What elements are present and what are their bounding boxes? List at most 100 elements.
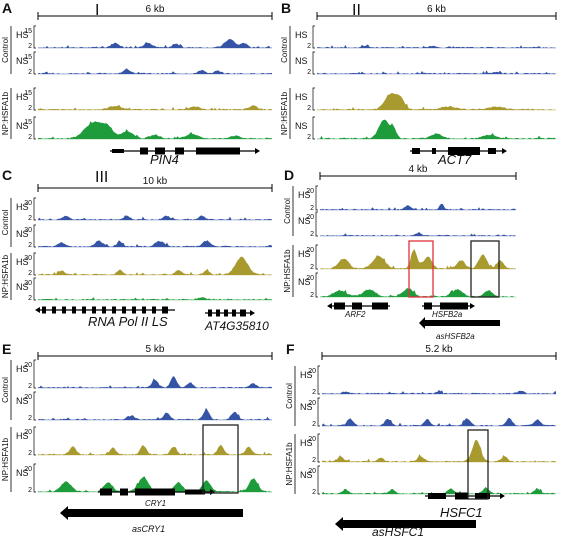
track-max-label: 30 [24, 280, 32, 287]
track-condition: HS [16, 257, 29, 267]
track-max-label: 20 [306, 214, 314, 221]
track-np-hs: 30 2 HS [16, 252, 272, 277]
pin4-exon [155, 147, 165, 155]
track-condition: NS [16, 282, 29, 292]
track-axis [312, 116, 315, 140]
track-control-ns: 30 2 NS [16, 224, 272, 249]
panel-letter: B [281, 0, 291, 16]
track-max-label: 30 [24, 255, 32, 262]
track-axis [33, 51, 36, 75]
track-min-label: 2 [307, 134, 311, 141]
track-min-label: 2 [310, 231, 314, 238]
track-control-hs: 15 2 HS [16, 25, 272, 50]
panel-letter: A [2, 0, 12, 16]
signal-area [322, 439, 556, 462]
track-condition: HS [16, 431, 29, 441]
track-axis [33, 359, 36, 389]
track-axis [317, 397, 320, 427]
track-axis [312, 87, 315, 111]
signal-area [320, 249, 516, 269]
track-condition: HS [295, 30, 308, 40]
hsfc1-exon [428, 493, 446, 499]
gene-name: asHSFC1 [372, 525, 424, 539]
gene-annotation: ACT7 [410, 147, 507, 167]
track-max-label: 20 [24, 362, 32, 369]
hsfc1-arrow [500, 493, 505, 499]
track-min-label: 2 [310, 264, 314, 271]
signal-area [38, 297, 272, 300]
roman-numeral: II [352, 2, 361, 19]
track-max-label: 20 [24, 466, 32, 473]
act7-exon [412, 148, 420, 154]
track-min-label: 2 [28, 450, 32, 457]
track-min-label: 2 [307, 69, 311, 76]
track-axis [33, 277, 36, 301]
gene-annotation: ARF2 HSFB2a asHSFB2a [327, 302, 500, 341]
pin4-exon [140, 147, 148, 155]
group-label-control: Control [280, 37, 289, 63]
track-condition: NS [295, 121, 308, 131]
track-axis [317, 433, 320, 463]
track-axis [317, 465, 320, 495]
track-control-hs: 20 2 HS [300, 365, 556, 396]
rnapol-exon [112, 306, 116, 314]
scale-label: 6 kb [427, 4, 446, 15]
track-np-ns: 30 2 NS [16, 277, 272, 302]
track-max-label: 20 [306, 275, 314, 282]
panel-b: B II 6 kb Control NP:HSFA1b 2 HS 2 NS 2 HS 2 NS ACT7 [280, 0, 557, 167]
panel-c: C III 10 kbControlNP:HSFA1b302HS302NS302HS… [1, 167, 273, 333]
track-axis [317, 365, 320, 395]
track-min-label: 2 [310, 292, 314, 299]
rnapol-exon [152, 306, 156, 314]
panel-f: F 5.2 kbControlNP:HSFA1b202HS202NS202HS20… [285, 341, 557, 539]
gene-annotation: RNA Pol II LS AT4G35810 [35, 306, 269, 333]
track-control-ns: 20 2 NS [16, 391, 272, 422]
group-label-control: Control [283, 198, 292, 224]
panel-letter: C [2, 167, 12, 183]
track-max-label: 15 [24, 119, 32, 126]
group-label-control: Control [1, 209, 10, 235]
roman-numeral: III [95, 169, 108, 186]
rnapol-exon [132, 306, 136, 314]
at4g-exon [224, 309, 228, 317]
track-axis [33, 463, 36, 493]
group-label-np: NP:HSFA1b [1, 437, 10, 481]
act7-exon [448, 147, 480, 155]
signal-area [320, 203, 516, 210]
antisense-transcript [343, 520, 476, 528]
track-np-ns: 2 NS [295, 116, 556, 141]
gene-name: CRY1 [145, 499, 166, 508]
signal-area [38, 68, 272, 74]
track-max-label: 20 [24, 429, 32, 436]
track-condition: NS [300, 402, 313, 412]
track-min-label: 2 [28, 383, 32, 390]
track-min-label: 2 [307, 105, 311, 112]
track-min-label: 2 [312, 389, 316, 396]
pin4-exon [175, 147, 184, 155]
rnapol-exon [52, 306, 56, 314]
act7-exon [488, 148, 496, 154]
arf2-exon [334, 302, 345, 310]
rnapol-exon [102, 306, 106, 314]
rnapol-exon [42, 306, 46, 314]
track-axis [315, 244, 318, 270]
signal-area [38, 256, 272, 275]
group-label-control: Control [1, 37, 10, 63]
at4g-exon [232, 309, 236, 317]
gene-annotation: CRY1 asCRY1 [60, 488, 243, 534]
track-max-label: 20 [306, 188, 314, 195]
track-max-label: 20 [308, 368, 316, 375]
scale-label: 10 kb [143, 176, 168, 187]
hsfb2a-exon [440, 302, 468, 310]
track-axis [33, 87, 36, 111]
act7-arrow [502, 148, 507, 154]
gene-annotation: HSFC1 asHSFC1 [335, 492, 505, 539]
panel-letter: D [284, 167, 294, 183]
track-axis [312, 51, 315, 75]
arf2-arrow [327, 303, 332, 309]
track-min-label: 2 [310, 205, 314, 212]
track-max-label: 20 [24, 394, 32, 401]
cry1-exon [120, 488, 128, 496]
signal-area [38, 407, 272, 420]
